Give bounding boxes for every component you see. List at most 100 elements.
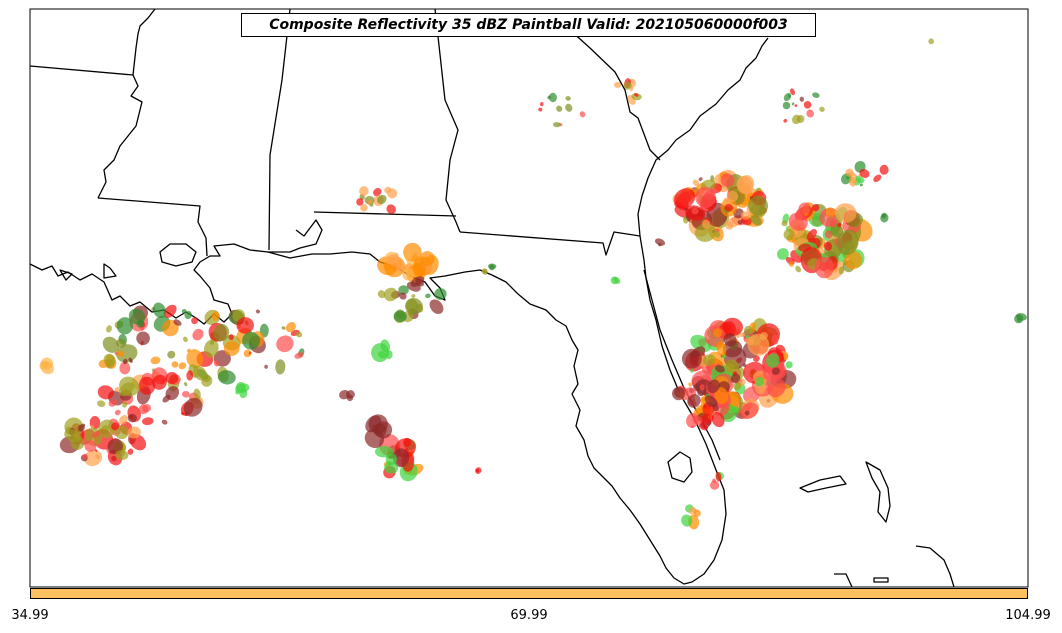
reflectivity-blob	[836, 229, 859, 255]
reflectivity-blob	[736, 176, 754, 194]
reflectivity-blob	[783, 92, 792, 102]
reflectivity-blob	[360, 204, 368, 212]
reflectivity-blob	[398, 285, 409, 295]
reflectivity-blob	[782, 101, 791, 110]
reflectivity-blob	[694, 223, 717, 242]
reflectivity-blob	[178, 362, 187, 370]
reflectivity-blob	[136, 319, 145, 328]
reflectivity-blob	[404, 252, 413, 262]
reflectivity-blob	[236, 317, 254, 334]
reflectivity-blob	[383, 287, 398, 302]
reflectivity-blob	[412, 262, 426, 276]
reflectivity-blob	[683, 217, 686, 221]
reflectivity-blob	[767, 378, 786, 398]
reflectivity-blob	[725, 221, 734, 230]
reflectivity-blob	[243, 349, 252, 358]
reflectivity-blob	[614, 81, 622, 88]
reflectivity-blob	[704, 395, 718, 408]
reflectivity-blob	[538, 107, 543, 112]
reflectivity-blob	[693, 509, 701, 517]
bahamas-andros	[834, 573, 853, 587]
reflectivity-blob	[798, 202, 811, 215]
reflectivity-blob	[163, 304, 177, 318]
reflectivity-blob	[814, 256, 834, 279]
reflectivity-blob	[84, 440, 97, 452]
reflectivity-blob	[692, 415, 703, 425]
reflectivity-blob	[547, 95, 551, 100]
reflectivity-blob	[184, 310, 193, 320]
reflectivity-blob	[579, 111, 586, 118]
reflectivity-blob	[223, 340, 240, 356]
chart-title: Composite Reflectivity 35 dBZ Paintball …	[241, 13, 816, 37]
reflectivity-blob	[739, 402, 759, 420]
reflectivity-blob	[785, 361, 793, 369]
reflectivity-blob	[700, 414, 714, 424]
reflectivity-blob	[380, 339, 391, 353]
border-ms-al	[268, 9, 291, 251]
reflectivity-blob	[630, 87, 634, 92]
reflectivity-blob	[548, 92, 557, 103]
reflectivity-blob	[771, 367, 780, 376]
colorbar-tick-max: 104.99	[1005, 608, 1051, 623]
reflectivity-blob	[613, 276, 621, 284]
reflectivity-blob	[346, 394, 354, 402]
reflectivity-blob	[799, 96, 805, 102]
reflectivity-blob	[94, 449, 98, 452]
reflectivity-blob	[181, 308, 187, 314]
reflectivity-blob	[402, 267, 415, 281]
reflectivity-blob	[111, 422, 120, 431]
reflectivity-blob	[788, 261, 794, 267]
reflectivity-blob	[475, 468, 480, 473]
reflectivity-blob	[107, 438, 123, 455]
coast-ga-sc	[637, 37, 769, 237]
reflectivity-blob	[192, 328, 204, 341]
reflectivity-blob	[783, 118, 788, 123]
reflectivity-blob	[692, 179, 700, 187]
colorbar-tick-min: 34.99	[11, 608, 49, 623]
reflectivity-blob	[703, 190, 715, 200]
reflectivity-blob	[276, 335, 294, 353]
reflectivity-blob	[837, 222, 842, 228]
reflectivity-blob	[783, 229, 795, 241]
reflectivity-blob	[681, 514, 693, 527]
reflectivity-blob	[744, 325, 753, 335]
reflectivity-blob	[881, 212, 887, 219]
reflectivity-blob	[824, 230, 833, 239]
reflectivity-blob	[1017, 317, 1021, 322]
reflectivity-blob	[106, 325, 112, 333]
reflectivity-blob	[150, 356, 161, 365]
reflectivity-blob	[165, 371, 179, 385]
lake-okeechobee	[667, 451, 693, 483]
reflectivity-blob	[122, 401, 128, 408]
reflectivity-blob	[753, 355, 760, 362]
reflectivity-blob	[687, 394, 701, 408]
reflectivity-blob	[712, 478, 717, 483]
reflectivity-blob	[806, 229, 817, 241]
reflectivity-blob	[565, 103, 573, 112]
reflectivity-blob	[688, 382, 692, 387]
reflectivity-blob	[429, 299, 444, 315]
colorbar-tick-mid: 69.99	[510, 608, 548, 623]
reflectivity-blob	[136, 331, 150, 346]
reflectivity-blob	[395, 264, 405, 274]
reflectivity-blob	[623, 81, 632, 90]
coast-florida	[491, 235, 727, 585]
reflectivity-blob	[122, 358, 128, 365]
reflectivity-blob	[811, 203, 820, 212]
reflectivity-blob	[367, 200, 373, 205]
reflectivity-blob	[242, 331, 260, 350]
reflectivity-blob	[565, 96, 571, 101]
reflectivity-blob	[165, 386, 180, 401]
reflectivity-blob	[359, 186, 369, 197]
reflectivity-blob	[766, 353, 780, 368]
reflectivity-blob	[754, 377, 765, 387]
reflectivity-blob	[720, 173, 735, 188]
reflectivity-blob	[152, 374, 167, 390]
reflectivity-blob	[488, 264, 495, 271]
reflectivity-blob	[747, 333, 770, 356]
la-island-2	[59, 269, 73, 281]
reflectivity-blob	[823, 241, 832, 251]
reflectivity-blob	[181, 412, 185, 416]
reflectivity-blob	[791, 102, 795, 106]
reflectivity-blob	[368, 414, 388, 434]
